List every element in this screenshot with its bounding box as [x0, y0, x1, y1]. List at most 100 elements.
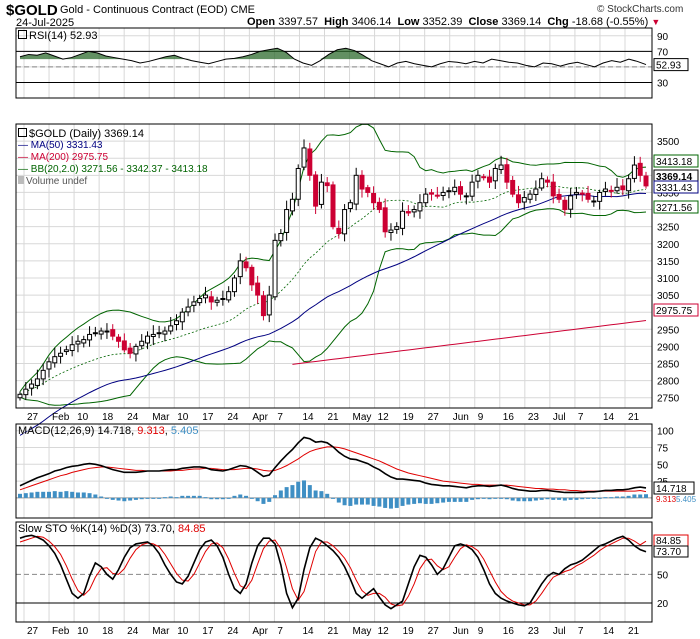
- candle-body: [324, 182, 330, 187]
- candle-body: [371, 192, 377, 204]
- candle-body: [631, 164, 637, 179]
- macd-histogram-bar: [104, 497, 109, 499]
- macd-histogram-bar: [522, 497, 527, 502]
- macd-histogram-bar: [394, 497, 399, 508]
- candle-body: [110, 329, 116, 337]
- sto-x-label: 7: [578, 626, 584, 637]
- candle-body: [388, 229, 394, 233]
- macd-histogram-bar: [110, 497, 115, 500]
- candle-body: [336, 227, 342, 234]
- macd-histogram-bar: [52, 491, 57, 498]
- volume-legend: Volume undef: [18, 176, 208, 188]
- rsi-legend-text: RSI(14) 52.93: [29, 30, 98, 42]
- macd-histogram-bar: [128, 497, 133, 501]
- macd-histogram-bar: [186, 495, 191, 498]
- macd-histogram-bar: [168, 496, 173, 498]
- macd-histogram-bar: [197, 495, 202, 498]
- macd-histogram-bar: [70, 491, 75, 498]
- close-label: Close: [468, 16, 499, 28]
- price-x-label: 19: [403, 412, 415, 423]
- macd-histogram-bar: [278, 490, 283, 498]
- macd-histogram-bar: [365, 497, 370, 505]
- macd-histogram-bar: [586, 497, 591, 499]
- candle-body: [75, 340, 81, 345]
- candle-body: [643, 175, 649, 187]
- price-marker-icon: [18, 128, 27, 137]
- sto-x-label: 10: [77, 626, 89, 637]
- macd-histogram-bar: [359, 497, 364, 505]
- candle-body: [342, 209, 348, 235]
- ma200-legend: — MA(200) 2975.75: [18, 152, 109, 163]
- sto-x-label: 19: [403, 626, 415, 637]
- candle-body: [145, 335, 151, 344]
- macd-histogram-bar: [220, 497, 225, 500]
- macd-histogram-bar: [435, 497, 440, 504]
- macd-legend-name: MACD(12,26,9): [18, 425, 95, 437]
- candle-body: [104, 330, 110, 333]
- candle-body: [133, 345, 139, 355]
- candle-body: [376, 201, 382, 211]
- macd-histogram-bar: [307, 485, 312, 498]
- sto-x-label: 16: [503, 626, 515, 637]
- candle-body: [579, 192, 585, 195]
- macd-histogram-bar: [122, 497, 127, 502]
- signal-legend-value: 9.313: [137, 425, 165, 437]
- rsi-tick-label: 70: [657, 47, 669, 58]
- candle-body: [469, 181, 475, 197]
- sto-x-label: May: [353, 626, 372, 637]
- price-tick-label: 2850: [657, 360, 680, 371]
- candle-body: [52, 356, 58, 364]
- candle-body: [63, 349, 69, 353]
- price-x-label: 12: [378, 412, 390, 423]
- sto-x-label: Apr: [252, 626, 268, 637]
- ohlc-readout: Open 3397.57 High 3406.14 Low 3352.39 Cl…: [247, 16, 660, 28]
- hist-legend-value: 5.405: [170, 425, 199, 437]
- macd-tick-label: 75: [657, 444, 669, 455]
- macd-histogram-bar: [371, 497, 376, 506]
- candle-body: [17, 393, 23, 399]
- candle-body: [347, 202, 353, 210]
- candle-body: [179, 311, 185, 323]
- macd-histogram-bar: [46, 491, 51, 498]
- high-value: 3406.14: [351, 16, 392, 28]
- candle-body: [458, 186, 464, 195]
- candle-body: [197, 298, 203, 304]
- candle-body: [492, 167, 498, 182]
- price-x-label: Apr: [252, 412, 268, 423]
- candle-body: [498, 164, 504, 171]
- macd-histogram-bar: [545, 497, 550, 500]
- ma200-line: [292, 319, 647, 365]
- macd-histogram-bar: [58, 491, 63, 498]
- candle-body: [116, 336, 122, 342]
- candle-body: [278, 232, 284, 242]
- candle-body: [231, 277, 237, 293]
- sto-k-legend-value: 73.70: [144, 523, 172, 535]
- price-last-label: 3413.18: [656, 157, 693, 168]
- price-tick-label: 2950: [657, 325, 680, 336]
- sto-x-label: 14: [603, 626, 615, 637]
- price-x-label: 21: [328, 412, 340, 423]
- macd-histogram-bar: [504, 497, 509, 500]
- candle-body: [249, 266, 255, 286]
- bb-lower-band: [19, 208, 647, 406]
- price-x-label: 14: [603, 412, 615, 423]
- macd-histogram-bar: [615, 496, 620, 498]
- candle-body: [139, 340, 145, 347]
- price-tick-label: 3350: [657, 188, 680, 199]
- price-tick-label: 3200: [657, 240, 680, 251]
- candle-body: [394, 226, 400, 230]
- price-x-label: 24: [227, 412, 239, 423]
- macd-histogram-bar: [18, 493, 22, 498]
- macd-histogram-bar: [388, 497, 393, 509]
- sto-x-label: 14: [302, 626, 314, 637]
- macd-tick-label: 50: [657, 460, 669, 471]
- sto-legend: Slow STO %K(14) %D(3) 73.70, 84.85: [18, 523, 206, 535]
- rsi-marker-icon: [18, 30, 27, 39]
- sto-x-label: 10: [177, 626, 189, 637]
- candle-body: [400, 210, 406, 229]
- macd-histogram-bar: [75, 492, 80, 498]
- price-x-label: 14: [302, 412, 314, 423]
- macd-legend: MACD(12,26,9) 14.718, 9.313, 5.405: [18, 425, 199, 437]
- macd-histogram-bar: [180, 495, 185, 498]
- macd-histogram-bar: [377, 497, 382, 507]
